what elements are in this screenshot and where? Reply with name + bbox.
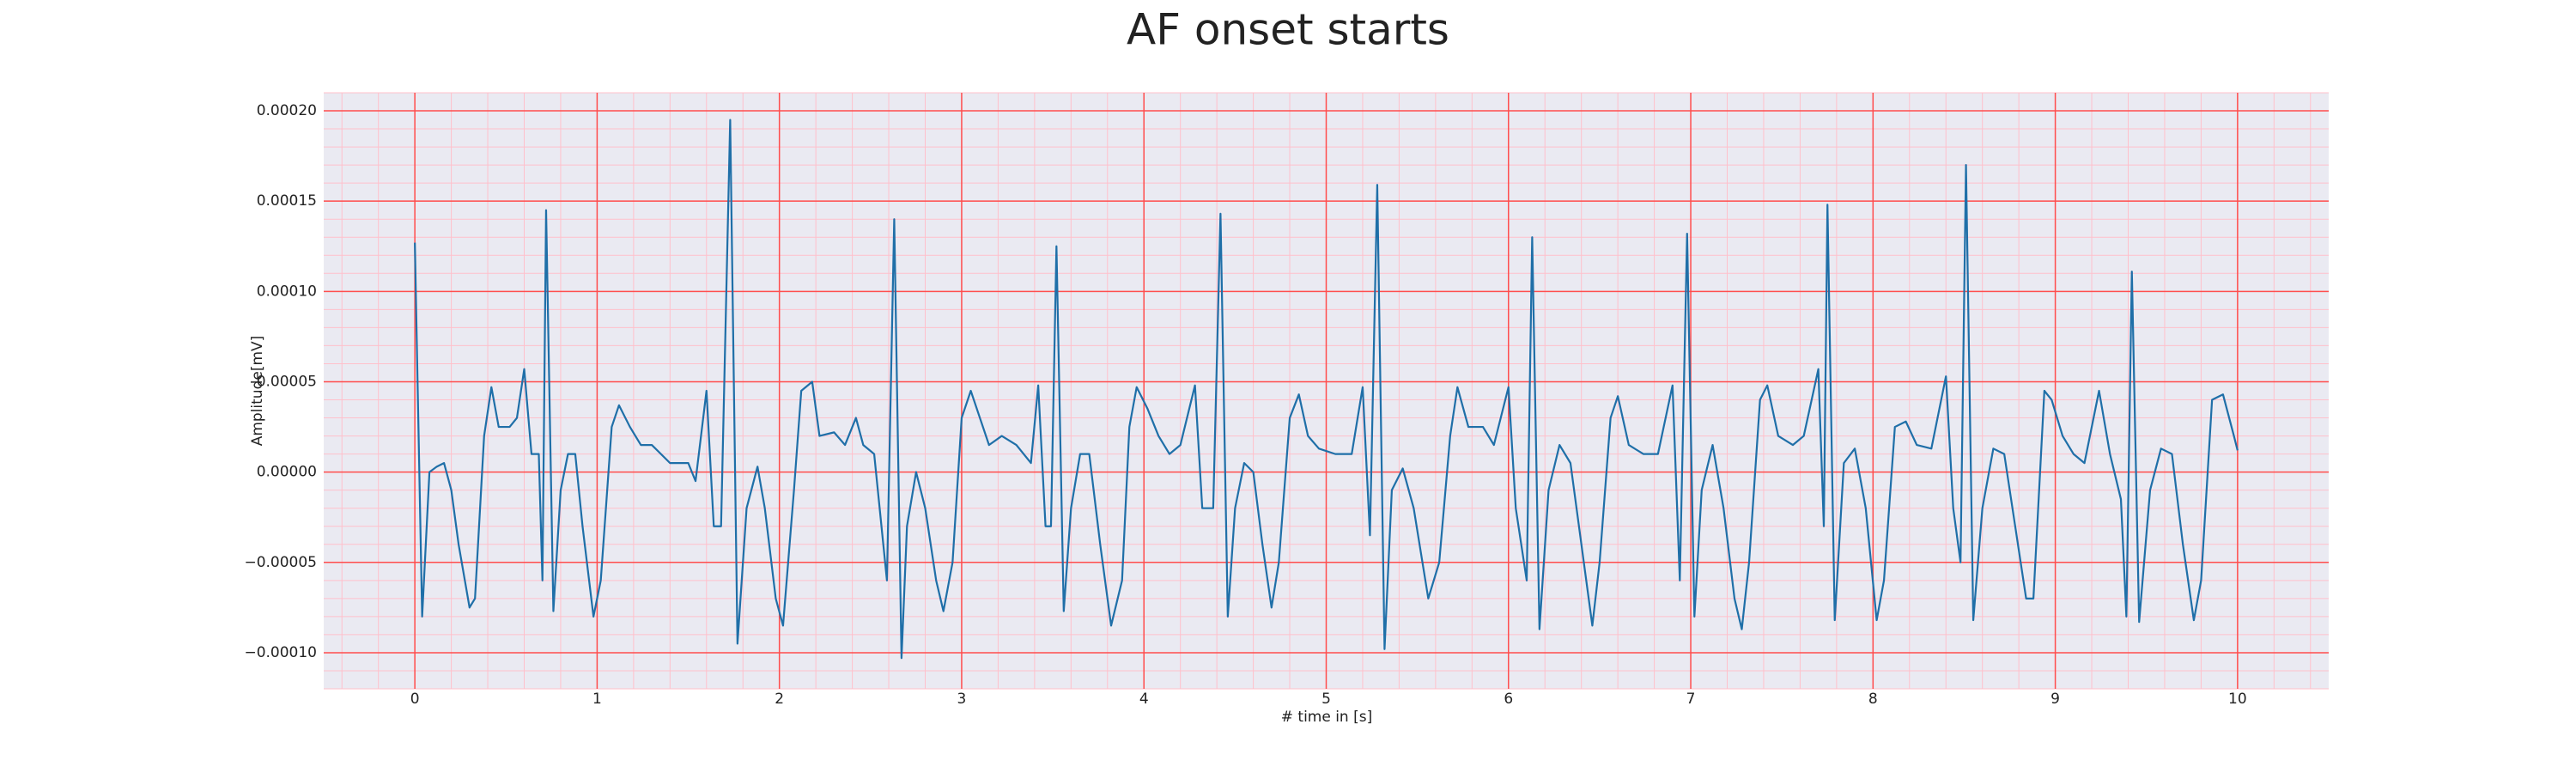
x-tick-label: 7: [1686, 691, 1696, 708]
y-tick-label: 0.00020: [257, 102, 317, 119]
x-tick-label: 4: [1139, 691, 1149, 708]
y-axis-label: Amplitude[mV]: [249, 336, 266, 447]
x-tick-label: 0: [410, 691, 420, 708]
y-tick-label: 0.00010: [257, 283, 317, 300]
x-tick-label: 2: [775, 691, 784, 708]
chart-title: AF onset starts: [1127, 5, 1449, 55]
x-axis-label: # time in [s]: [1281, 709, 1372, 726]
x-tick-label: 1: [592, 691, 602, 708]
x-tick-label: 9: [2050, 691, 2060, 708]
x-tick-label: 5: [1321, 691, 1331, 708]
ecg-line: [414, 119, 2239, 660]
x-tick-label: 10: [2228, 691, 2247, 708]
x-tick-label: 6: [1504, 691, 1513, 708]
y-tick-label: 0.00005: [257, 373, 317, 390]
x-tick-label: 8: [1868, 691, 1878, 708]
y-tick-label: −0.00010: [244, 644, 317, 661]
y-tick-label: 0.00000: [257, 464, 317, 481]
x-tick-label: 3: [957, 691, 967, 708]
y-tick-label: −0.00005: [244, 554, 317, 571]
y-tick-label: 0.00015: [257, 192, 317, 210]
